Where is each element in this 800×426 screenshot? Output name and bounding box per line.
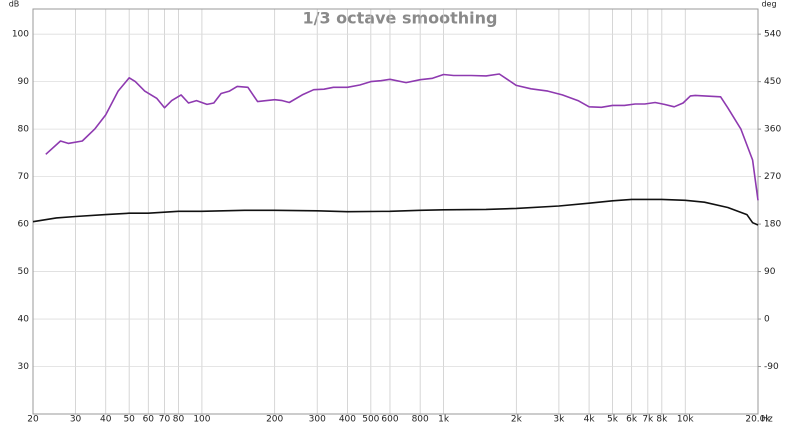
plot-area xyxy=(32,8,759,415)
x-tick-label: 300 xyxy=(309,415,326,425)
x-tick-label: 20 xyxy=(27,415,39,425)
y2-tick-label: 270 xyxy=(764,172,781,182)
x-tick-label: 600 xyxy=(381,415,398,425)
x-tick-label: 20.0k xyxy=(745,415,771,425)
x-tick-label: 500 xyxy=(362,415,379,425)
x-tick-label: 100 xyxy=(193,415,210,425)
x-tick-label: 10k xyxy=(677,415,694,425)
x-tick-label: 6k xyxy=(626,415,638,425)
y2-axis-label: deg xyxy=(761,0,776,9)
x-tick-label: 7k xyxy=(642,415,654,425)
y2-tick-label: 540 xyxy=(764,30,781,40)
y2-tick-label: 90 xyxy=(764,267,776,277)
series-line xyxy=(45,73,759,201)
x-tick-label: 70 xyxy=(159,415,171,425)
y2-tick-label: 450 xyxy=(764,77,781,87)
x-tick-label: 30 xyxy=(70,415,82,425)
x-tick-label: 400 xyxy=(339,415,356,425)
y-tick-label: 70 xyxy=(18,172,30,182)
x-tick-label: 2k xyxy=(511,415,523,425)
x-tick-label: 800 xyxy=(412,415,429,425)
x-tick-label: 5k xyxy=(607,415,619,425)
y2-tick-label: 0 xyxy=(764,315,770,325)
x-tick-label: 1k xyxy=(438,415,450,425)
x-tick-label: 50 xyxy=(123,415,135,425)
x-tick-label: 3k xyxy=(553,415,565,425)
y-tick-label: 30 xyxy=(18,362,30,372)
series-line xyxy=(32,198,759,226)
x-tick-label: 8k xyxy=(656,415,668,425)
y2-tick-label: 180 xyxy=(764,220,781,230)
x-tick-label: 200 xyxy=(266,415,283,425)
y-tick-label: 60 xyxy=(18,220,30,230)
x-tick-label: 40 xyxy=(100,415,112,425)
y-tick-label: 100 xyxy=(12,30,29,40)
x-tick-label: 80 xyxy=(173,415,185,425)
y-axis-label: dB xyxy=(9,0,20,9)
x-axis-label: Hz xyxy=(761,415,773,425)
y-tick-label: 40 xyxy=(18,315,30,325)
y2-tick-label: -90 xyxy=(764,362,779,372)
y-tick-label: 80 xyxy=(18,125,30,135)
x-tick-label: 60 xyxy=(143,415,155,425)
chart-title: 1/3 octave smoothing xyxy=(303,9,498,28)
x-tick-label: 4k xyxy=(584,415,596,425)
y-tick-label: 90 xyxy=(18,77,30,87)
y-tick-label: 50 xyxy=(18,267,30,277)
y2-tick-label: 360 xyxy=(764,125,781,135)
